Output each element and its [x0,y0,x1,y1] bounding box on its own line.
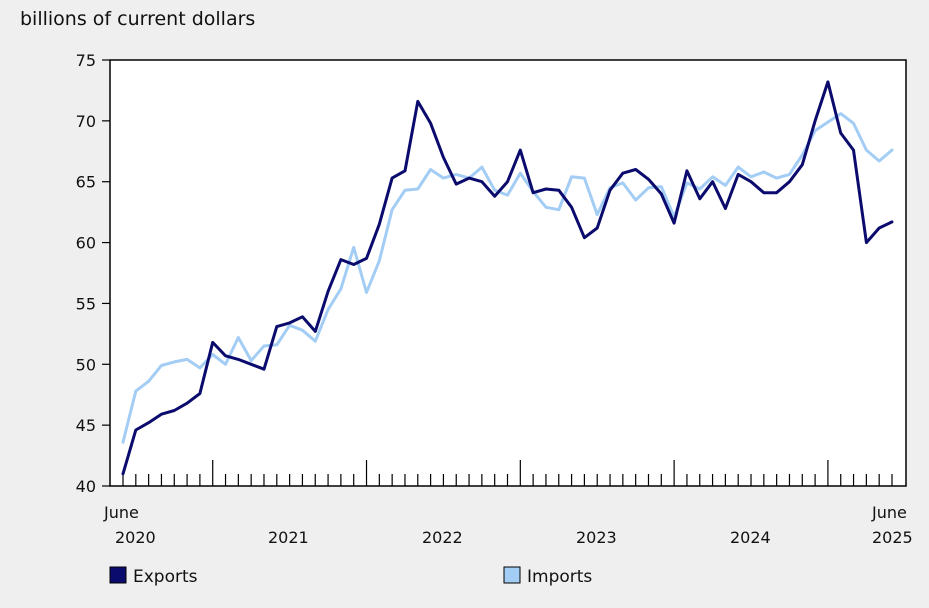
legend-swatch-exports [109,566,127,584]
year-label-2024: 2024 [730,528,771,547]
legend-swatch-imports [503,566,521,584]
y-tick-label: 45 [76,416,96,435]
y-tick-label: 50 [76,355,96,374]
legend-label-exports: Exports [133,567,198,587]
year-label-2023: 2023 [576,528,617,547]
legend: Exports Imports [109,566,592,587]
series-line-imports [121,112,894,444]
x-end-month-label: June [871,503,907,522]
plot-area [109,59,907,487]
year-label-2022: 2022 [422,528,463,547]
x-start-month-label: June [103,503,139,522]
series-line-exports [121,80,894,476]
x-end-year-label: 2025 [872,528,913,547]
x-start-year-label: 2020 [115,528,156,547]
y-axis-unit-label: billions of current dollars [20,8,255,30]
y-tick-label: 60 [76,234,96,253]
y-tick-label: 55 [76,294,96,313]
y-tick-label: 40 [76,477,96,496]
x-axis [122,460,893,486]
y-tick-label: 75 [76,51,96,70]
y-tick-label: 70 [76,112,96,131]
legend-label-imports: Imports [527,567,592,587]
year-label-2021: 2021 [268,528,309,547]
y-tick-label: 65 [76,173,96,192]
series-lines [121,80,894,476]
y-axis: 40 45 50 55 60 65 70 75 [76,51,110,496]
